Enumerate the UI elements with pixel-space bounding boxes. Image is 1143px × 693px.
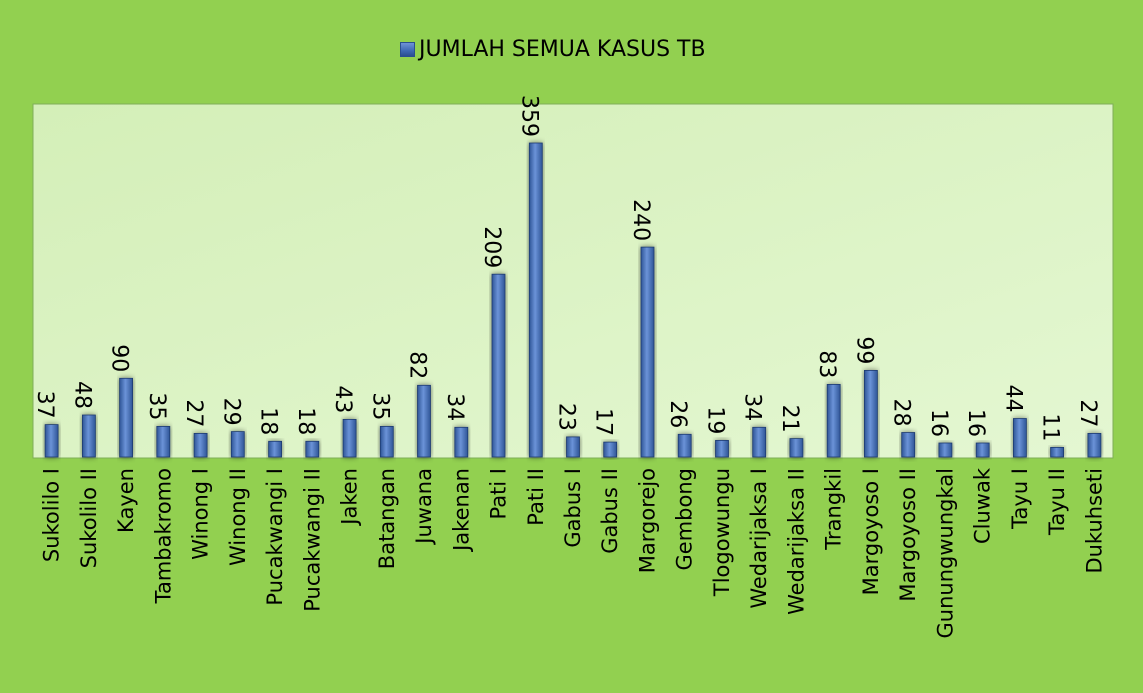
category-label: Trangkil: [822, 468, 846, 551]
bar-sukolilo-ii: [82, 414, 96, 458]
bar-pucakwangi-ii: [305, 440, 320, 458]
bar-wedarijaksa-i: [752, 426, 767, 458]
category-label: Jakenan: [449, 468, 473, 553]
data-label: 28: [889, 399, 914, 427]
category-label: Tambakromo: [151, 468, 175, 604]
bar-gabus-i: [566, 436, 580, 458]
category-label: Gabus I: [561, 468, 585, 548]
category-label: Pati I: [487, 468, 511, 520]
category-label: Margorejo: [636, 468, 660, 573]
bar-batangan: [379, 425, 394, 458]
category-label: Kayen: [114, 468, 138, 533]
data-label: 16: [963, 409, 988, 437]
bar-dukuhseti: [1087, 432, 1102, 458]
data-label: 48: [69, 381, 94, 409]
data-label: 90: [107, 344, 132, 372]
data-label: 37: [32, 391, 57, 419]
data-label: 21: [777, 405, 802, 433]
category-label: Tayu I: [1008, 468, 1032, 530]
bar-pucakwangi-i: [268, 440, 283, 458]
data-label: 11: [1038, 413, 1063, 441]
legend-label: JUMLAH SEMUA KASUS TB: [419, 36, 706, 62]
bar-gunungwungkal: [938, 442, 953, 458]
data-label: 17: [591, 408, 616, 436]
data-label: 27: [1075, 399, 1100, 427]
bar-juwana: [417, 384, 431, 458]
category-label: Margoyoso II: [896, 468, 920, 602]
category-label: Tayu II: [1045, 468, 1069, 536]
data-label: 35: [367, 392, 392, 420]
category-label: Pucakwangi II: [300, 468, 324, 612]
bar-kayen: [119, 377, 133, 458]
category-label: Pati II: [524, 468, 548, 526]
data-label: 209: [479, 226, 504, 268]
data-label: 82: [405, 351, 430, 379]
category-label: Wedarijaksa I: [747, 468, 771, 609]
category-label: Juwana: [412, 468, 436, 546]
data-label: 83: [814, 350, 839, 378]
category-label: Gembong: [673, 468, 697, 570]
data-label: 99: [851, 336, 876, 364]
bar-cluwak: [975, 442, 990, 458]
category-label: Gunungwungkal: [933, 468, 957, 638]
bar-wedarijaksa-ii: [789, 438, 804, 458]
data-label: 359: [516, 95, 541, 137]
data-label: 35: [144, 392, 169, 420]
data-label: 43: [330, 385, 355, 413]
bar-pati-i: [491, 273, 506, 458]
data-label: 44: [1000, 385, 1025, 413]
bar-tayu-ii: [1050, 446, 1064, 458]
category-label: Batangan: [375, 468, 399, 569]
data-label: 19: [703, 406, 728, 434]
category-label: Pucakwangi I: [263, 468, 287, 606]
data-label: 240: [628, 199, 653, 241]
bar-tlogowungu: [715, 439, 729, 458]
category-label: Winong I: [189, 468, 213, 560]
data-label: 18: [256, 407, 281, 435]
category-label: Wedarijaksa II: [784, 468, 808, 615]
category-label: Dukuhseti: [1082, 468, 1106, 574]
category-label: Jaken: [338, 468, 362, 527]
bar-margorejo: [640, 246, 655, 458]
chart-legend: JUMLAH SEMUA KASUS TB: [400, 34, 706, 64]
bar-tambakromo: [156, 425, 171, 458]
bar-jaken: [342, 418, 357, 458]
data-label: 26: [665, 400, 690, 428]
category-label: Winong II: [226, 468, 250, 566]
data-label: 18: [293, 407, 318, 435]
data-label: 34: [442, 393, 467, 421]
bar-margoyoso-ii: [901, 432, 916, 458]
category-label: Cluwak: [971, 467, 995, 544]
data-label: 29: [218, 398, 243, 426]
data-label: 16: [926, 409, 951, 437]
bar-trangkil: [826, 383, 841, 458]
legend-swatch: [400, 41, 415, 57]
plot-area: [32, 103, 1114, 459]
bar-winong-i: [193, 432, 208, 458]
bar-sukolilo-i: [44, 424, 59, 458]
data-label: 23: [554, 403, 579, 431]
category-label: Margoyoso I: [859, 468, 883, 595]
bar-tayu-i: [1013, 418, 1027, 458]
category-label: Gabus II: [598, 468, 622, 554]
data-label: 27: [181, 399, 206, 427]
category-label: Sukolilo I: [40, 468, 64, 562]
bar-gembong: [677, 433, 692, 458]
bar-gabus-ii: [603, 441, 618, 458]
bar-jakenan: [454, 426, 469, 458]
bar-margoyoso-i: [864, 369, 878, 458]
data-label: 34: [740, 393, 765, 421]
bar-pati-ii: [528, 142, 543, 458]
bar-winong-ii: [230, 431, 245, 458]
category-label: Sukolilo II: [77, 468, 101, 568]
category-label: Tlogowungu: [710, 468, 734, 597]
